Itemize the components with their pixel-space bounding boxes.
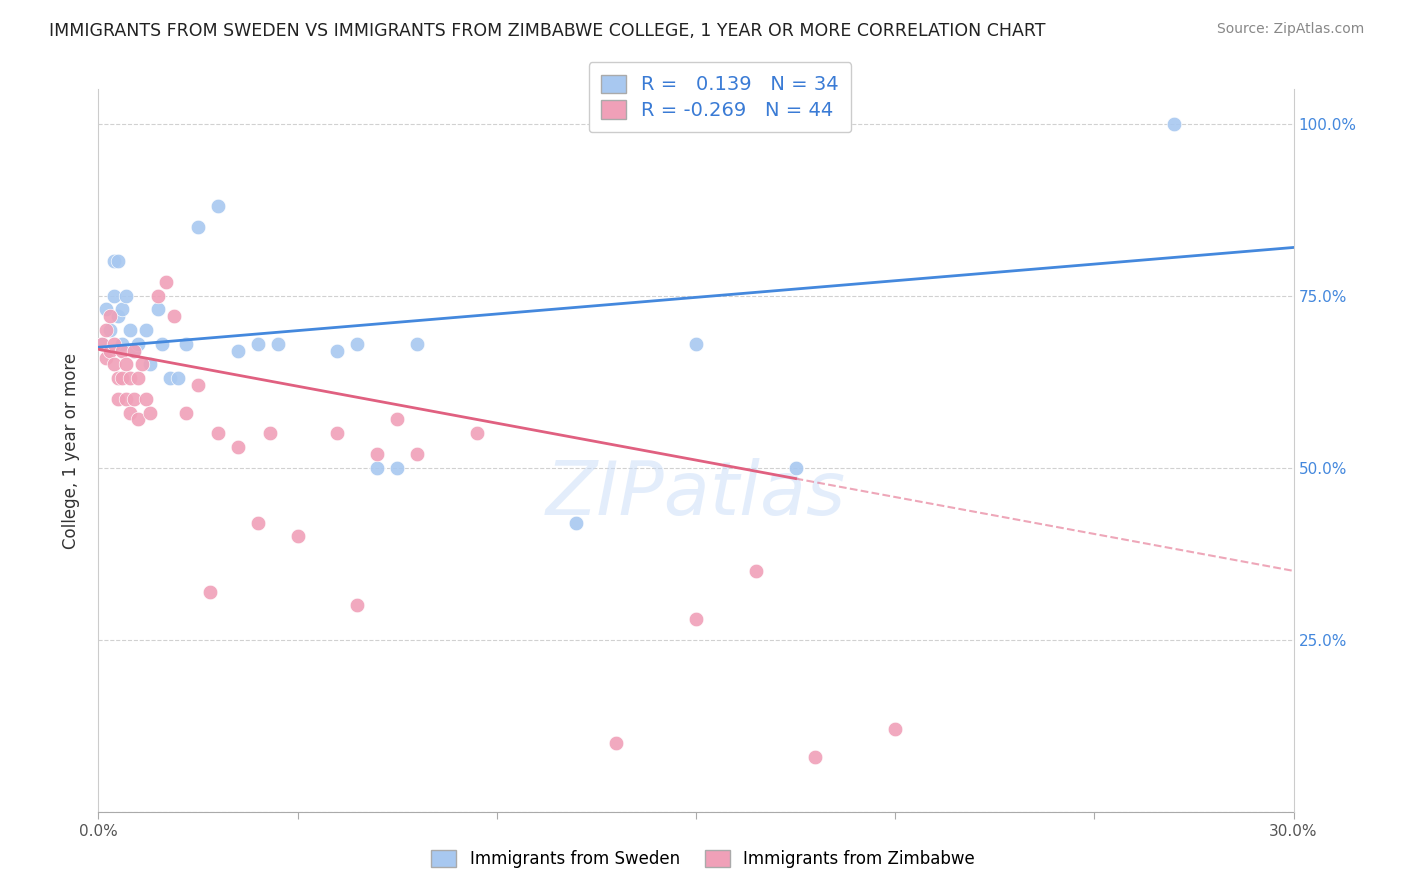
Point xyxy=(174,406,197,420)
Point xyxy=(98,343,122,358)
Point xyxy=(605,736,627,750)
Point xyxy=(115,288,138,302)
Point xyxy=(124,343,146,358)
Point xyxy=(127,336,149,351)
Point xyxy=(785,460,807,475)
Point xyxy=(267,336,290,351)
Point xyxy=(385,412,409,426)
Point xyxy=(385,460,409,475)
Point xyxy=(120,371,142,385)
Point xyxy=(96,323,118,337)
Point xyxy=(111,343,134,358)
Legend: Immigrants from Sweden, Immigrants from Zimbabwe: Immigrants from Sweden, Immigrants from … xyxy=(425,843,981,875)
Point xyxy=(98,323,122,337)
Point xyxy=(148,302,170,317)
Point xyxy=(107,310,129,324)
Point xyxy=(198,584,221,599)
Point xyxy=(96,302,118,317)
Point xyxy=(685,336,707,351)
Point xyxy=(135,323,157,337)
Point xyxy=(91,336,114,351)
Point xyxy=(111,336,134,351)
Point xyxy=(246,336,269,351)
Point xyxy=(465,426,488,441)
Text: IMMIGRANTS FROM SWEDEN VS IMMIGRANTS FROM ZIMBABWE COLLEGE, 1 YEAR OR MORE CORRE: IMMIGRANTS FROM SWEDEN VS IMMIGRANTS FRO… xyxy=(49,22,1046,40)
Point xyxy=(884,722,907,736)
Point xyxy=(159,371,181,385)
Point xyxy=(207,426,229,441)
Point xyxy=(103,288,125,302)
Point xyxy=(150,336,173,351)
Point xyxy=(111,371,134,385)
Point xyxy=(139,406,162,420)
Point xyxy=(115,392,138,406)
Point xyxy=(127,412,149,426)
Point xyxy=(155,275,177,289)
Point xyxy=(685,612,707,626)
Point xyxy=(107,392,129,406)
Point xyxy=(120,406,142,420)
Point xyxy=(115,358,138,372)
Point xyxy=(131,358,153,372)
Point xyxy=(226,440,249,454)
Point xyxy=(326,343,349,358)
Point xyxy=(366,447,388,461)
Point xyxy=(96,351,118,365)
Point xyxy=(127,371,149,385)
Point xyxy=(107,254,129,268)
Point xyxy=(103,358,125,372)
Point xyxy=(326,426,349,441)
Point xyxy=(246,516,269,530)
Point xyxy=(98,310,122,324)
Point xyxy=(187,378,209,392)
Point xyxy=(91,336,114,351)
Text: ZIPatlas: ZIPatlas xyxy=(546,458,846,530)
Point xyxy=(148,288,170,302)
Point xyxy=(287,529,309,543)
Point xyxy=(745,564,768,578)
Point xyxy=(163,310,186,324)
Point xyxy=(565,516,588,530)
Point xyxy=(207,199,229,213)
Y-axis label: College, 1 year or more: College, 1 year or more xyxy=(62,352,80,549)
Point xyxy=(107,371,129,385)
Point xyxy=(187,219,209,234)
Point xyxy=(1163,117,1185,131)
Point xyxy=(346,336,368,351)
Point xyxy=(804,749,827,764)
Point xyxy=(124,343,146,358)
Point xyxy=(366,460,388,475)
Point xyxy=(226,343,249,358)
Point xyxy=(346,599,368,613)
Point xyxy=(103,254,125,268)
Point xyxy=(167,371,190,385)
Point xyxy=(124,392,146,406)
Point xyxy=(406,447,429,461)
Point xyxy=(406,336,429,351)
Point xyxy=(103,336,125,351)
Point xyxy=(139,358,162,372)
Point xyxy=(174,336,197,351)
Text: Source: ZipAtlas.com: Source: ZipAtlas.com xyxy=(1216,22,1364,37)
Legend: R =   0.139   N = 34, R = -0.269   N = 44: R = 0.139 N = 34, R = -0.269 N = 44 xyxy=(589,62,851,132)
Point xyxy=(120,323,142,337)
Point xyxy=(259,426,281,441)
Point xyxy=(111,302,134,317)
Point xyxy=(135,392,157,406)
